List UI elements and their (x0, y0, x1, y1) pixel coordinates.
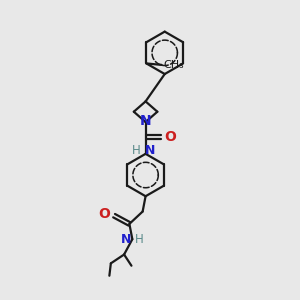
Text: H: H (135, 233, 143, 246)
Text: O: O (164, 130, 176, 144)
Text: CH₃: CH₃ (164, 60, 184, 70)
Text: N: N (145, 143, 155, 157)
Text: N: N (140, 114, 152, 128)
Text: O: O (99, 207, 110, 221)
Text: H: H (132, 143, 141, 157)
Text: N: N (121, 233, 131, 246)
